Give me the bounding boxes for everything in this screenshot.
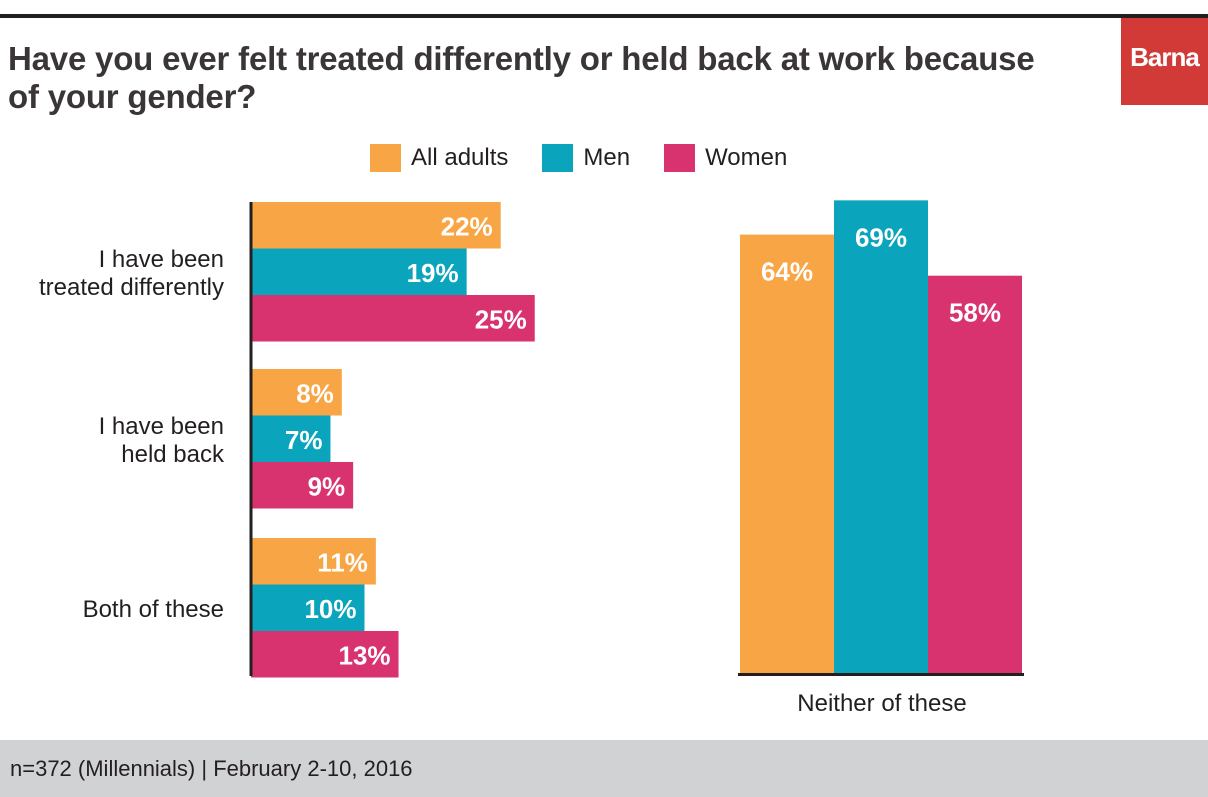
footer: n=372 (Millennials) | February 2-10, 201… (0, 740, 1208, 797)
legend-swatch-women (664, 144, 696, 172)
legend-swatch-all-adults (370, 144, 401, 172)
column-men-neither-of-these (834, 200, 928, 673)
legend-label-women: Women (705, 144, 788, 171)
bar-women-both-of-these (251, 631, 399, 678)
logo-text: Barna (1130, 42, 1200, 72)
bar-men-both-of-these (251, 584, 365, 631)
legend-label-men: Men (583, 144, 631, 171)
bar-label-women-i-have-been-treated-differently: 25% (475, 304, 527, 334)
bar-label-women-both-of-these: 13% (339, 640, 391, 670)
footer-note: n=372 (Millennials) | February 2-10, 201… (10, 756, 413, 781)
bar-women-i-have-been-treated-differently (251, 295, 535, 342)
column-women-neither-of-these (928, 275, 1022, 673)
bar-label-men-i-have-been-treated-differently: 19% (407, 258, 459, 288)
top-rule (0, 14, 1208, 18)
bar-label-all-adults-i-have-been-held-back: 8% (296, 378, 334, 408)
column-label-men-neither-of-these: 69% (855, 222, 907, 252)
bar-label-men-both-of-these: 10% (304, 594, 356, 624)
column-all-adults-neither-of-these (740, 234, 834, 673)
legend-item-men: Men (542, 144, 630, 172)
category-label-i-have-been-treated-differently: I have been treated differently (39, 246, 224, 301)
bar-women-i-have-been-held-back (251, 462, 354, 509)
category-label-i-have-been-held-back: I have been held back (99, 413, 225, 468)
bar-men-i-have-been-treated-differently (251, 248, 467, 295)
legend-item-all-adults: All adults (370, 144, 508, 172)
chart-title: Have you ever felt treated differently o… (8, 40, 1035, 115)
column-label-all-adults-neither-of-these: 64% (761, 257, 813, 287)
bar-label-men-i-have-been-held-back: 7% (285, 425, 323, 455)
bar-label-all-adults-i-have-been-treated-differently: 22% (441, 211, 493, 241)
category-label-both-of-these: Both of these (83, 596, 224, 623)
barna-logo: Barna (1121, 18, 1208, 105)
legend-label-all-adults: All adults (411, 144, 509, 171)
bar-all-adults-i-have-been-held-back (251, 369, 342, 416)
bar-all-adults-both-of-these (251, 538, 376, 585)
legend: All adults Men Women (370, 142, 821, 174)
bar-label-women-i-have-been-held-back: 9% (308, 471, 346, 501)
column-label-women-neither-of-these: 58% (949, 298, 1001, 328)
bar-label-all-adults-both-of-these: 11% (317, 547, 368, 577)
bar-men-i-have-been-held-back (251, 415, 331, 462)
category-label-neither-of-these: Neither of these (797, 690, 966, 717)
bar-all-adults-i-have-been-treated-differently (251, 202, 501, 249)
legend-item-women: Women (664, 144, 787, 172)
bar-chart: I have been treated differently 22% 19% 25% I… (39, 200, 1024, 717)
legend-swatch-men (542, 144, 574, 172)
